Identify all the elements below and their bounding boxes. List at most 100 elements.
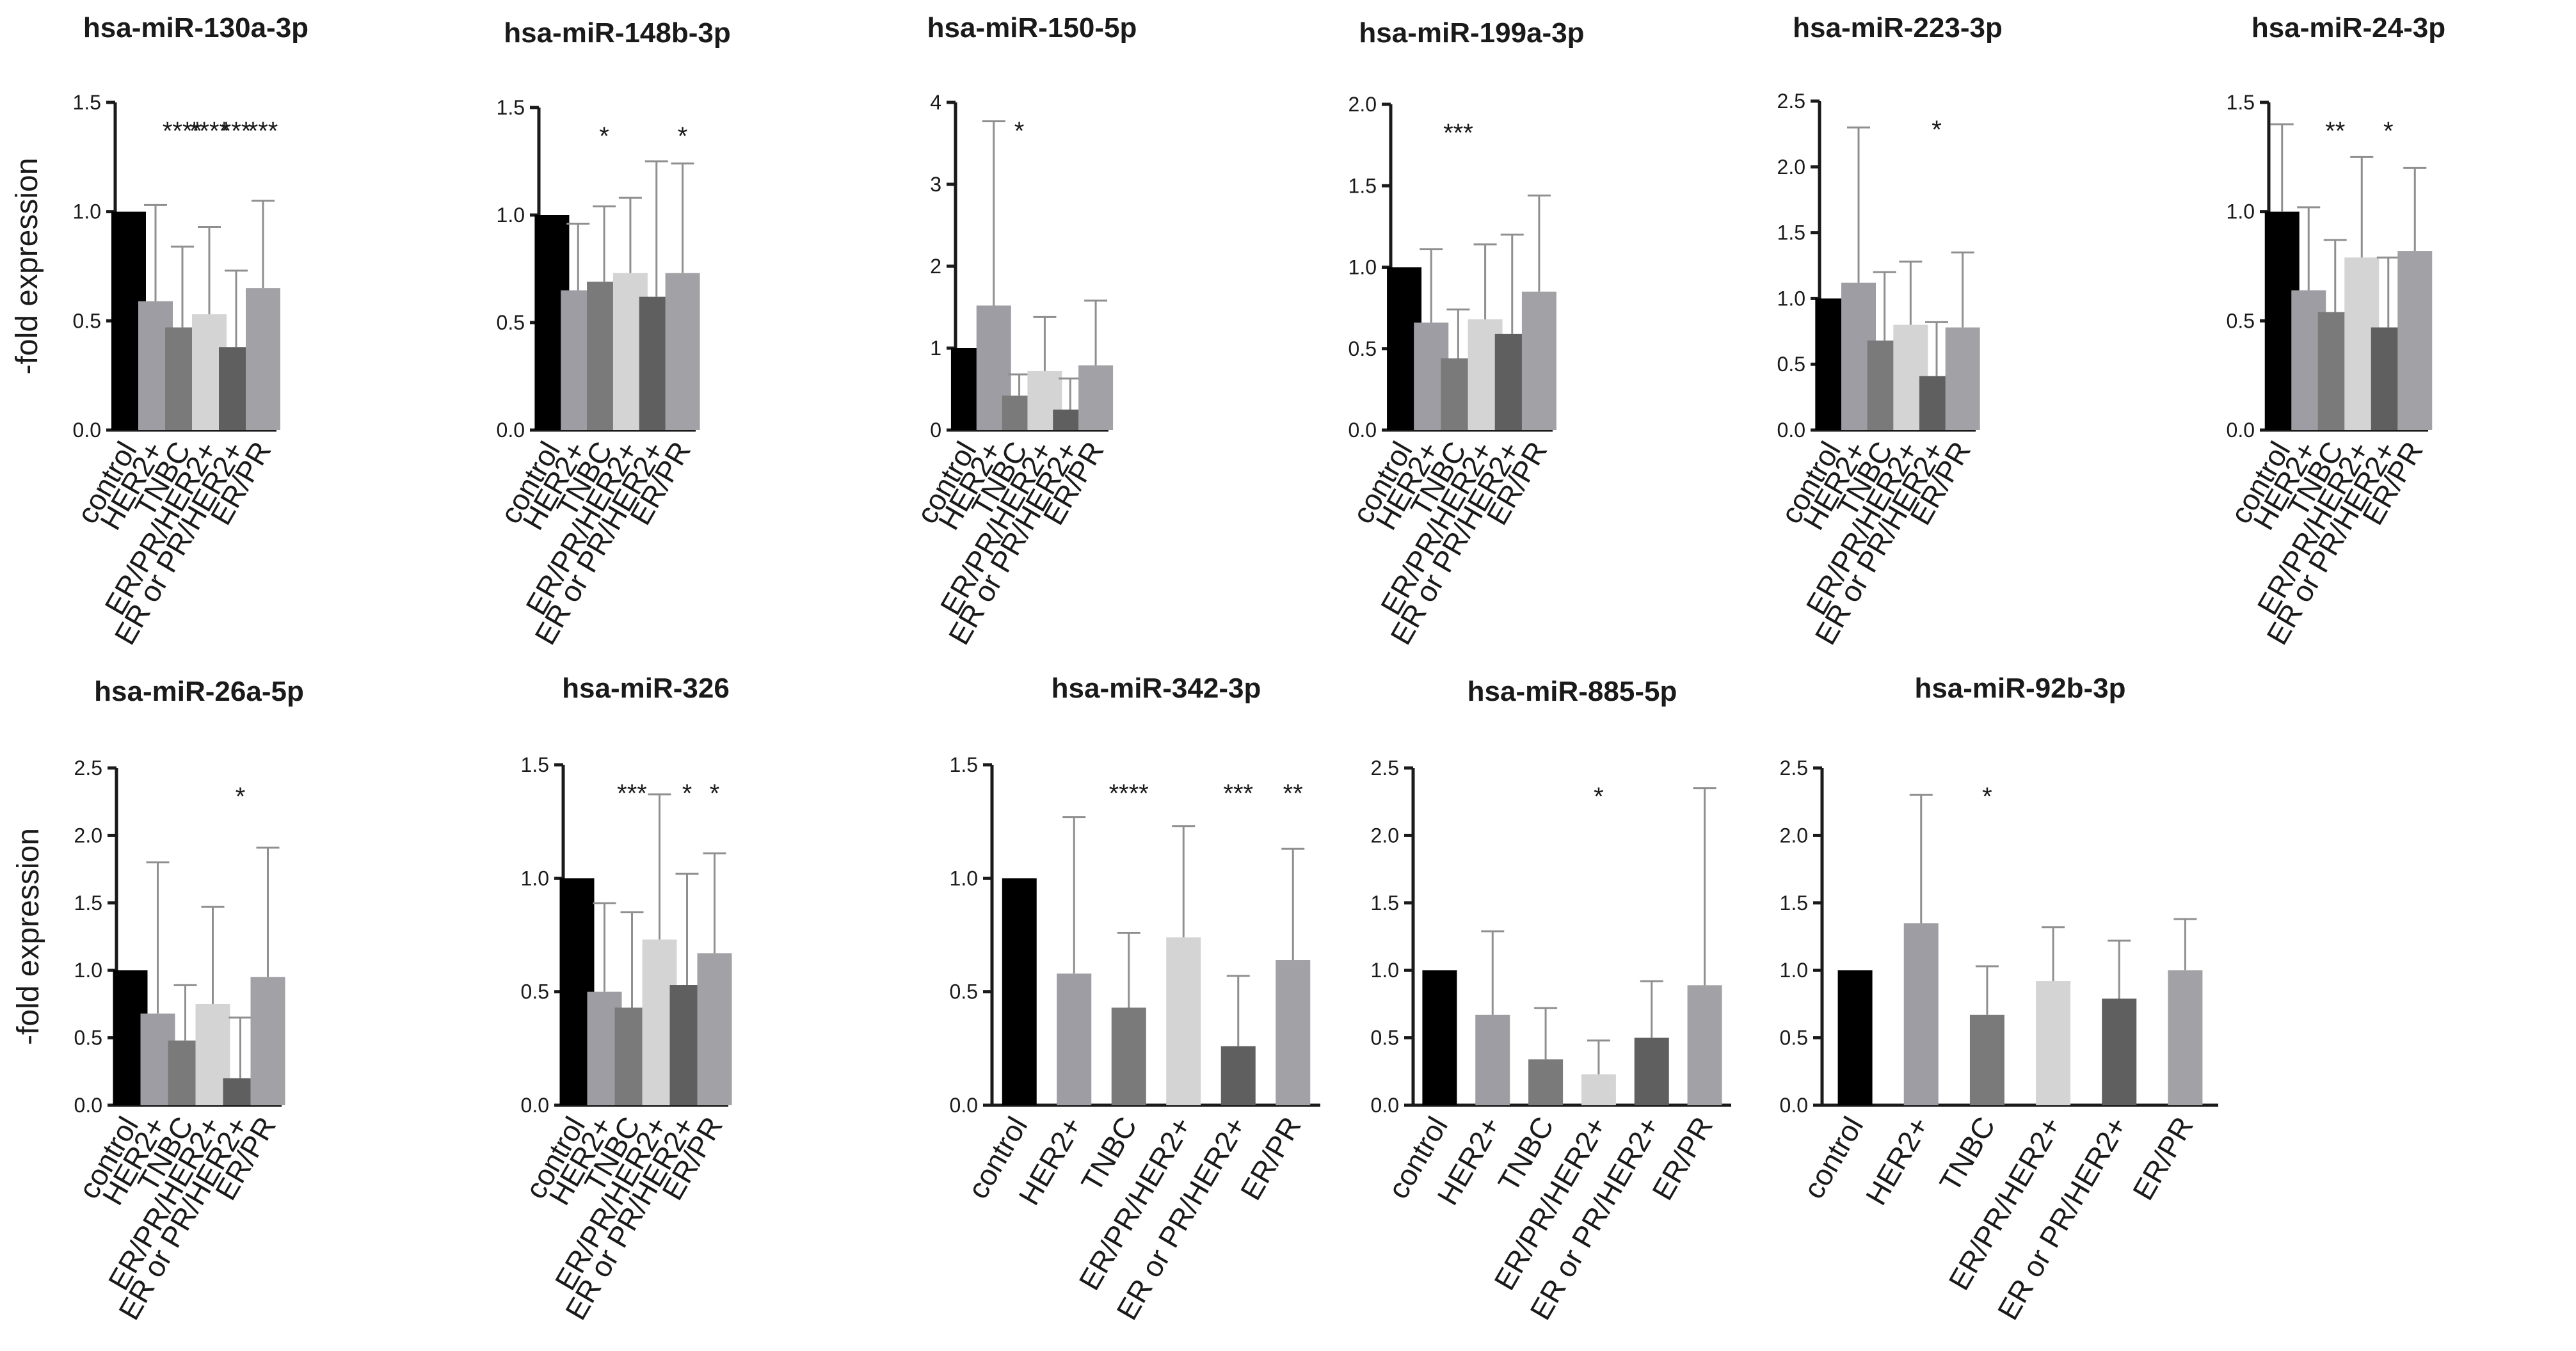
y-tick-label: 1.0 bbox=[497, 204, 525, 227]
y-tick-label: 1.0 bbox=[1780, 959, 1808, 982]
y-tick-label: 2.5 bbox=[74, 756, 102, 779]
y-tick-label: 2.5 bbox=[1371, 756, 1399, 779]
significance-marker: * bbox=[1932, 116, 1942, 144]
significance-marker: *** bbox=[1223, 779, 1253, 808]
y-tick-label: 2.0 bbox=[74, 824, 102, 847]
y-tick-label: 2.0 bbox=[1777, 156, 1805, 179]
y-tick-label: 2.5 bbox=[1780, 756, 1808, 779]
y-tick-label: 1 bbox=[930, 337, 941, 360]
y-tick-label: 2.5 bbox=[1777, 90, 1805, 113]
significance-marker: *** bbox=[1443, 119, 1473, 147]
significance-marker: * bbox=[682, 779, 692, 808]
x-tick-label-er-pr: ER/PR bbox=[2126, 1111, 2200, 1206]
y-tick-label: 0.5 bbox=[74, 1027, 102, 1050]
y-tick-label: 1.5 bbox=[73, 91, 101, 114]
chart-title: hsa-miR-342-3p bbox=[1052, 673, 1261, 704]
significance-marker: * bbox=[1982, 783, 1992, 811]
y-tick-label: 3 bbox=[930, 173, 941, 196]
significance-marker: **** bbox=[163, 117, 202, 145]
bar-er-pr bbox=[665, 273, 700, 430]
chart-title: hsa-miR-150-5p bbox=[927, 12, 1137, 44]
chart-title: hsa-miR-92b-3p bbox=[1914, 673, 2125, 704]
y-tick-label: 0.5 bbox=[1348, 337, 1377, 360]
bar-tnbc bbox=[1969, 1014, 2004, 1105]
bar-er-pr bbox=[2397, 251, 2433, 430]
y-tick-label: 1.5 bbox=[1348, 174, 1377, 197]
y-tick-label: 1.5 bbox=[521, 753, 549, 776]
y-tick-label: 0.5 bbox=[2227, 309, 2255, 332]
y-tick-label: 1.5 bbox=[1777, 221, 1805, 244]
y-tick-label: 1.0 bbox=[2227, 200, 2255, 223]
chart-title: hsa-miR-24-3p bbox=[2252, 12, 2445, 44]
significance-marker: *** bbox=[617, 779, 647, 808]
chart-hsa-mir-148b-3p: hsa-miR-148b-3p0.00.51.01.5controlHER2+*… bbox=[493, 17, 731, 650]
bar-control bbox=[1002, 878, 1037, 1105]
chart-title: hsa-miR-148b-3p bbox=[504, 17, 731, 49]
y-tick-label: 1.5 bbox=[74, 891, 102, 915]
bar-tnbc bbox=[1111, 1007, 1146, 1105]
chart-hsa-mir-24-3p: hsa-miR-24-3p0.00.51.01.5controlHER2+**T… bbox=[2223, 12, 2445, 650]
y-tick-label: 0.5 bbox=[497, 311, 525, 334]
significance-marker: * bbox=[2383, 117, 2394, 145]
bar-er-pr bbox=[246, 288, 280, 430]
y-tick-label: 1.5 bbox=[1780, 891, 1808, 915]
significance-marker: **** bbox=[189, 117, 229, 145]
significance-marker: * bbox=[1594, 783, 1604, 811]
bar-er-pr bbox=[2168, 970, 2203, 1105]
bar-er-or-pr-her2 bbox=[1634, 1037, 1669, 1105]
chart-hsa-mir-342-3p: hsa-miR-342-3p0.00.51.01.5controlHER2+**… bbox=[950, 673, 1320, 1325]
significance-marker: * bbox=[710, 779, 720, 808]
y-tick-label: 0.5 bbox=[1371, 1027, 1399, 1050]
bar-er-or-pr-her2 bbox=[2102, 998, 2137, 1105]
y-tick-label: 1.0 bbox=[950, 867, 978, 890]
y-tick-label: 1.5 bbox=[497, 96, 525, 119]
bar-er-pr bbox=[1945, 327, 1980, 430]
chart-title: hsa-miR-326 bbox=[562, 673, 730, 704]
bar-tnbc bbox=[1528, 1059, 1564, 1105]
y-tick-label: 0.0 bbox=[73, 419, 101, 442]
y-tick-label: 4 bbox=[930, 91, 941, 114]
y-tick-label: 0.5 bbox=[950, 980, 978, 1003]
y-tick-label: 0.5 bbox=[1780, 1027, 1808, 1050]
y-tick-label: 0.0 bbox=[2227, 419, 2255, 442]
chart-hsa-mir-26a-5p: hsa-miR-26a-5p 0.0 0.5 1.0 1.5 2.0 2.5 -fold ex… bbox=[12, 676, 304, 1325]
y-tick-label: 0.0 bbox=[950, 1094, 978, 1117]
y-tick-label: 0.5 bbox=[521, 980, 549, 1003]
y-axis-label: -fold expression bbox=[12, 828, 45, 1045]
y-tick-label: 1.0 bbox=[1777, 287, 1805, 310]
y-tick-label: 0.0 bbox=[521, 1094, 549, 1117]
y-tick-label: 0.0 bbox=[497, 419, 525, 442]
significance-marker: *** bbox=[221, 117, 252, 145]
x-tick-label-tnbc: TNBC bbox=[1933, 1111, 2002, 1197]
chart-title: hsa-miR-223-3p bbox=[1793, 12, 2003, 44]
y-tick-label: 2.0 bbox=[1780, 824, 1808, 847]
significance-marker: ** bbox=[1283, 779, 1303, 808]
significance-marker: **** bbox=[1109, 779, 1149, 808]
bar-er-pr-her2 bbox=[1166, 937, 1201, 1105]
chart-title: hsa-miR-199a-3p bbox=[1359, 17, 1584, 49]
chart-title: hsa-miR-885-5p bbox=[1468, 676, 1677, 707]
y-tick-label: 0.0 bbox=[1780, 1094, 1808, 1117]
chart-hsa-mir-885-5p: hsa-miR-885-5p0.00.51.01.52.02.5controlH… bbox=[1371, 676, 1731, 1325]
y-tick-label: 0.0 bbox=[74, 1094, 102, 1117]
y-tick-label: 0 bbox=[930, 419, 941, 442]
bar-her2 bbox=[1057, 973, 1092, 1105]
y-tick-label: 1.5 bbox=[2227, 91, 2255, 114]
bar-er-pr bbox=[1521, 291, 1556, 430]
significance-marker: * bbox=[1014, 117, 1025, 145]
bar-er-pr bbox=[1687, 985, 1722, 1105]
bar-control bbox=[1422, 970, 1457, 1105]
y-tick-label: 2 bbox=[930, 255, 941, 278]
bar-er-pr bbox=[1276, 960, 1311, 1105]
bar-her2 bbox=[1475, 1014, 1510, 1105]
chart-title: hsa-miR-130a-3p bbox=[83, 12, 308, 44]
y-tick-label: 1.0 bbox=[73, 200, 101, 223]
y-tick-label: 1.0 bbox=[1348, 256, 1377, 279]
x-tick-label-her2: HER2+ bbox=[1859, 1111, 1936, 1211]
y-tick-label: 0.5 bbox=[1777, 353, 1805, 376]
y-tick-label: 0.0 bbox=[1348, 419, 1377, 442]
bar-control bbox=[1837, 970, 1873, 1105]
bar-er-pr bbox=[1078, 365, 1114, 430]
y-tick-label: 1.0 bbox=[1371, 959, 1399, 982]
